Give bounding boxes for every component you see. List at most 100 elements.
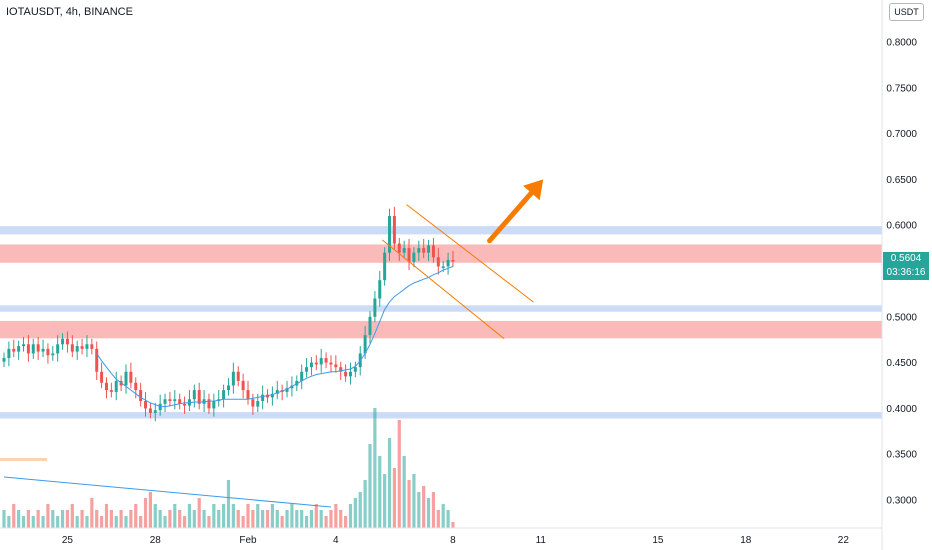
volume-bar: [265, 510, 270, 528]
volume-bar: [60, 510, 65, 528]
candlesticks: [2, 206, 455, 422]
candle-body: [275, 390, 279, 394]
zone-support-4: [0, 412, 882, 419]
candle-body: [46, 348, 50, 356]
volume-bar: [363, 480, 367, 528]
candle-body: [183, 403, 187, 406]
volume-bar: [148, 492, 152, 528]
candle-body: [446, 260, 450, 267]
candle-body: [348, 371, 352, 377]
candle-body: [65, 338, 69, 345]
last-price-tag: 0.5604: [883, 252, 929, 266]
candle-body: [75, 346, 79, 352]
marker-segment: [0, 458, 48, 461]
candle-body: [197, 390, 201, 404]
candle-body: [226, 385, 230, 391]
volume-bar: [100, 516, 104, 528]
volume-bar: [80, 510, 84, 528]
volume-bar: [41, 516, 45, 528]
volume-bar: [436, 510, 440, 528]
volume-bar: [383, 474, 387, 528]
volume-bar: [56, 516, 60, 528]
volume-bar: [31, 516, 35, 528]
candle-body: [114, 380, 118, 392]
time-tick-label: 25: [62, 535, 74, 546]
time-tick-label: 22: [838, 535, 850, 546]
volume-bar: [329, 510, 333, 528]
volume-bar: [334, 504, 338, 528]
volume-bar: [7, 516, 11, 528]
candle-body: [7, 348, 11, 359]
zone-support-2: [0, 305, 882, 312]
candle-body: [95, 348, 99, 372]
time-axis[interactable]: 25 28 Feb 4 8 11 15 18 22: [62, 535, 849, 546]
volume-bar: [373, 408, 377, 528]
price-tick-label: 0.4000: [886, 404, 917, 415]
volume-bar: [119, 510, 123, 528]
volume-bar: [417, 492, 421, 528]
volume-bar: [168, 510, 172, 528]
volume-bar: [212, 504, 216, 528]
time-tick-label: 18: [740, 535, 752, 546]
volume-bar: [339, 510, 343, 528]
volume-bar: [285, 510, 289, 528]
volume-bar: [412, 474, 416, 528]
volume-bar: [451, 522, 455, 528]
candle-body: [124, 371, 128, 386]
time-tick-label: 8: [450, 535, 456, 546]
volume-bar: [36, 510, 40, 528]
volume-bar: [280, 516, 284, 528]
candle-body: [144, 401, 148, 409]
volume-bar: [197, 498, 201, 528]
candle-body: [329, 362, 333, 365]
candle-body: [139, 390, 143, 402]
volume-bar: [304, 516, 309, 528]
candle-body: [417, 248, 421, 253]
candle-body: [392, 216, 396, 244]
volume-bar: [246, 504, 250, 528]
candle-body: [305, 367, 309, 372]
candle-body: [402, 248, 406, 253]
price-tick-label: 0.4500: [886, 358, 917, 369]
candle-body: [270, 393, 274, 398]
volume-bar: [46, 504, 50, 528]
candle-body: [378, 280, 382, 299]
volume-bar: [344, 516, 348, 528]
bar-countdown: 03:36:16: [883, 266, 929, 280]
moving-average: [96, 265, 454, 408]
volume-bar: [431, 492, 436, 528]
zone-resistance-0: [0, 226, 882, 235]
volume-bar: [85, 516, 89, 528]
candle-body: [261, 394, 265, 402]
volume-bar: [270, 504, 274, 528]
candle-body: [373, 298, 377, 317]
candle-body: [334, 364, 338, 368]
volume-bar: [187, 504, 192, 528]
volume-bar: [70, 504, 74, 528]
candle-body: [129, 371, 133, 383]
price-tick-label: 0.7500: [886, 83, 917, 94]
candle-body: [51, 353, 55, 356]
candle-body: [134, 382, 138, 391]
currency-badge[interactable]: USDT: [889, 3, 924, 21]
candle-body: [339, 367, 343, 372]
volume-bar: [295, 510, 299, 528]
volume-bar: [124, 516, 128, 528]
volume-bar: [407, 480, 411, 528]
candle-body: [324, 358, 328, 363]
volume-bar: [178, 510, 182, 528]
candle-body: [441, 266, 445, 268]
volume-bar: [309, 510, 314, 528]
candle-body: [397, 243, 401, 253]
price-zones: [0, 226, 882, 419]
candle-body: [241, 380, 245, 391]
volume-bar: [426, 498, 431, 528]
candle-body: [368, 316, 372, 336]
volume-bar: [2, 510, 6, 528]
candle-body: [427, 245, 431, 253]
price-tick-label: 0.6000: [886, 221, 917, 232]
breakout-arrow: [487, 179, 544, 244]
volume-bar: [300, 510, 304, 528]
volume-bar: [182, 516, 187, 528]
